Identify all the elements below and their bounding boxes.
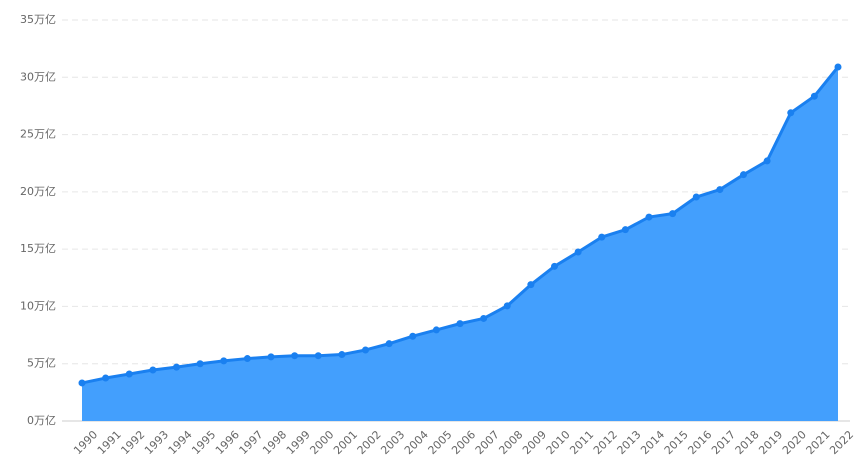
x-tick-label: 1991 bbox=[95, 428, 124, 457]
x-tick-label: 1990 bbox=[71, 428, 100, 457]
y-tick-label: 30万亿 bbox=[20, 70, 56, 83]
point bbox=[432, 326, 440, 334]
point bbox=[574, 248, 582, 256]
point bbox=[787, 109, 795, 117]
x-tick-label: 2009 bbox=[520, 428, 549, 457]
x-tick-label: 2006 bbox=[449, 428, 478, 457]
x-tick-label: 2016 bbox=[685, 428, 714, 457]
area bbox=[82, 66, 838, 421]
point bbox=[291, 352, 299, 360]
x-tick-label: 2010 bbox=[544, 428, 573, 457]
point bbox=[338, 351, 346, 359]
x-tick-label: 1998 bbox=[260, 428, 289, 457]
point bbox=[409, 332, 417, 340]
point bbox=[551, 262, 558, 270]
y-tick-label: 5万亿 bbox=[27, 357, 56, 370]
x-tick-label: 2012 bbox=[591, 428, 620, 457]
x-tick-label: 1994 bbox=[166, 428, 195, 457]
x-tick-label: 2013 bbox=[615, 428, 644, 457]
y-tick-label: 10万亿 bbox=[20, 299, 56, 312]
point bbox=[598, 233, 606, 241]
point bbox=[740, 171, 747, 179]
point bbox=[243, 355, 251, 363]
y-tick-label: 15万亿 bbox=[20, 242, 56, 255]
point bbox=[716, 186, 724, 194]
point bbox=[125, 370, 133, 378]
y-tick-label: 20万亿 bbox=[20, 185, 56, 198]
x-tick-label: 2019 bbox=[756, 428, 785, 457]
point bbox=[220, 357, 228, 365]
point bbox=[362, 346, 369, 354]
point bbox=[196, 360, 204, 368]
x-tick-label: 2004 bbox=[402, 428, 431, 457]
x-tick-label: 2005 bbox=[426, 428, 455, 457]
point bbox=[503, 302, 511, 310]
point bbox=[527, 281, 535, 289]
x-tick-label: 2001 bbox=[331, 428, 360, 457]
x-tick-label: 2014 bbox=[638, 428, 667, 457]
x-tick-label: 2007 bbox=[473, 428, 502, 457]
point bbox=[149, 366, 157, 374]
point bbox=[834, 63, 842, 71]
point bbox=[692, 193, 700, 201]
x-tick-label: 2015 bbox=[662, 428, 691, 457]
x-tick-label: 2003 bbox=[378, 428, 407, 457]
x-tick-label: 1993 bbox=[142, 428, 171, 457]
point bbox=[314, 352, 322, 360]
x-tick-label: 1995 bbox=[189, 428, 218, 457]
point bbox=[385, 340, 393, 348]
x-tick-label: 2008 bbox=[496, 428, 525, 457]
point bbox=[78, 379, 86, 387]
x-tick-label: 2020 bbox=[780, 428, 809, 457]
y-tick-label: 35万亿 bbox=[20, 13, 56, 26]
x-tick-label: 2018 bbox=[733, 428, 762, 457]
x-tick-label: 1992 bbox=[118, 428, 147, 457]
x-tick-label: 2017 bbox=[709, 428, 738, 457]
point bbox=[456, 320, 464, 328]
point bbox=[763, 157, 771, 165]
x-tick-label: 1996 bbox=[213, 428, 242, 457]
point bbox=[669, 210, 677, 218]
y-tick-label: 25万亿 bbox=[20, 128, 56, 141]
point bbox=[102, 374, 110, 382]
point bbox=[480, 314, 488, 322]
x-tick-label: 2011 bbox=[567, 428, 596, 457]
x-tick-label: 2002 bbox=[355, 428, 384, 457]
point bbox=[621, 226, 629, 234]
x-tick-label: 2000 bbox=[307, 428, 336, 457]
x-tick-label: 1997 bbox=[237, 428, 266, 457]
x-tick-label: 2021 bbox=[804, 428, 833, 457]
point bbox=[645, 213, 653, 221]
x-tick-label: 1999 bbox=[284, 428, 313, 457]
point bbox=[267, 353, 275, 361]
y-tick-label: 0万亿 bbox=[27, 414, 56, 427]
x-tick-label: 2022 bbox=[827, 428, 856, 457]
point bbox=[173, 363, 180, 371]
point bbox=[810, 92, 818, 100]
